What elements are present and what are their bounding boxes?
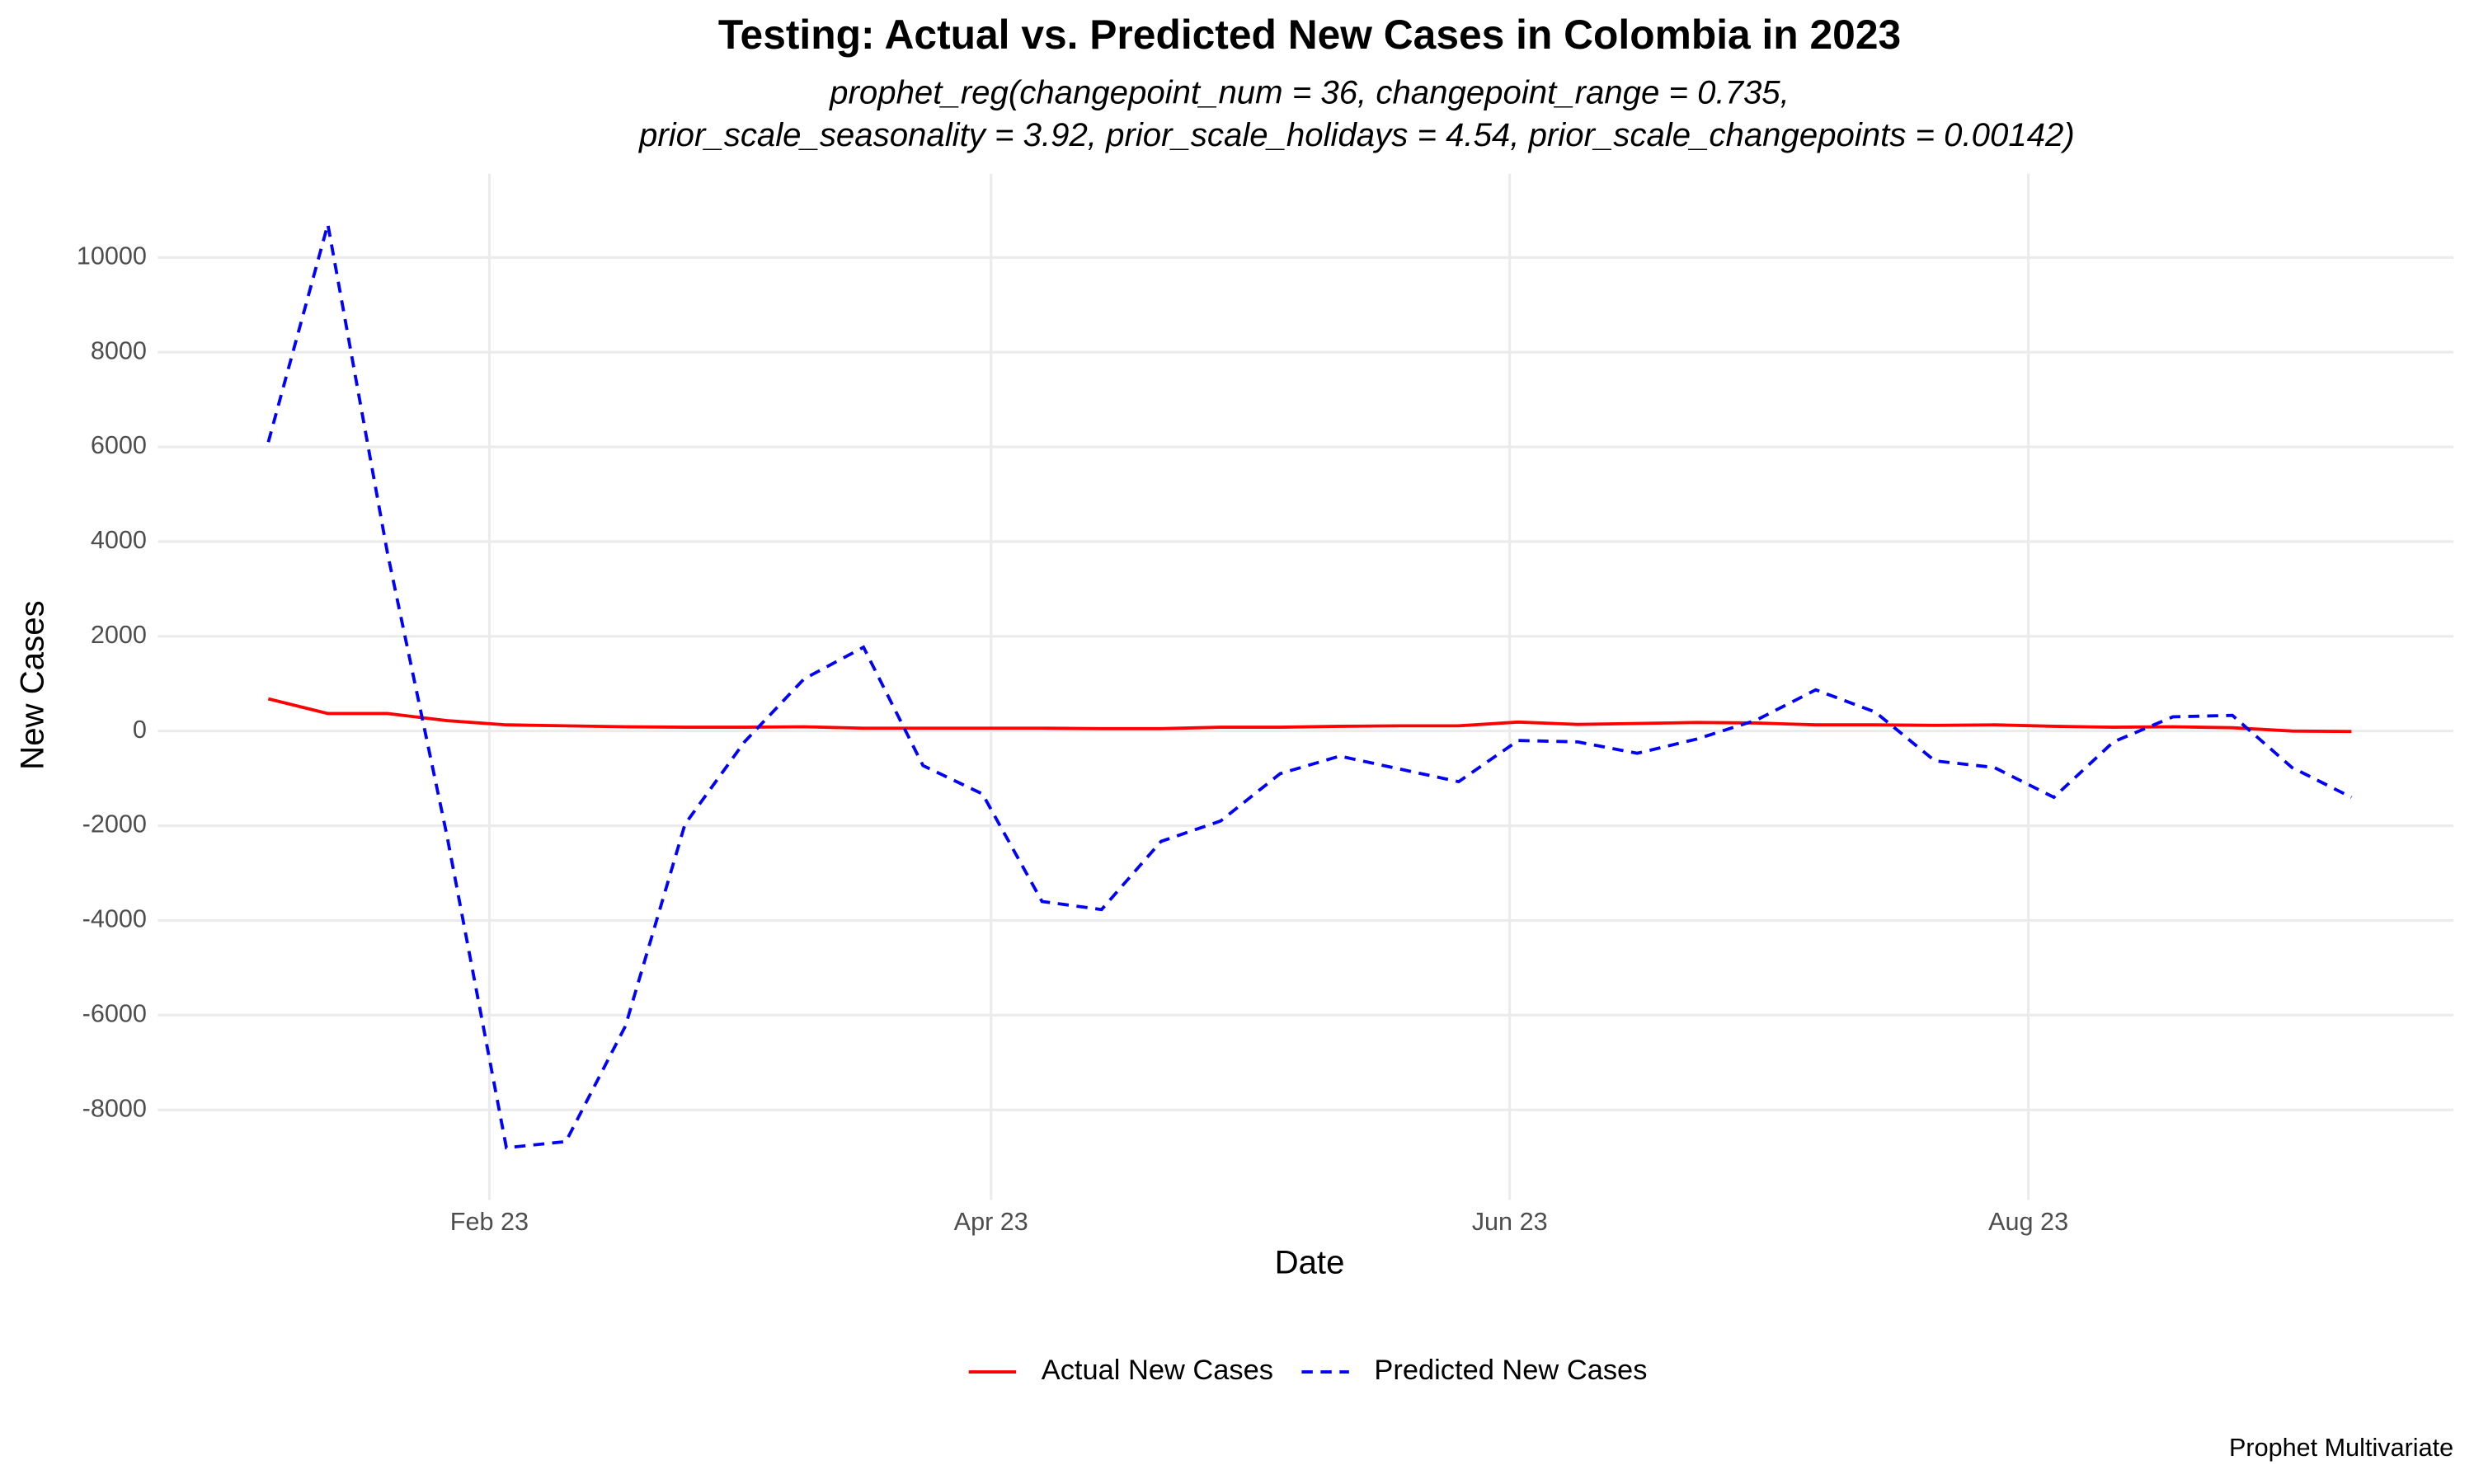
x-axis-label: Date	[1275, 1243, 1345, 1280]
x-tick-label: Jun 23	[1472, 1208, 1548, 1236]
y-tick-label: 8000	[91, 336, 147, 364]
chart-subtitle: prophet_reg(changepoint_num = 36, change…	[829, 73, 1790, 110]
caption: Prophet Multivariate	[2229, 1434, 2453, 1462]
x-tick-label: Feb 23	[450, 1208, 529, 1236]
y-tick-label: 6000	[91, 431, 147, 459]
y-tick-label: 4000	[91, 526, 147, 554]
chart-title: Testing: Actual vs. Predicted New Cases …	[718, 12, 1901, 58]
y-tick-label: 10000	[77, 242, 147, 270]
legend-label: Actual New Cases	[1042, 1355, 1273, 1386]
y-tick-label: -6000	[82, 999, 147, 1027]
x-tick-label: Aug 23	[1988, 1208, 2068, 1236]
y-tick-label: 2000	[91, 621, 147, 649]
series-line	[266, 223, 2353, 1150]
chart-subtitle: prior_scale_seasonality = 3.92, prior_sc…	[638, 116, 2075, 153]
y-axis-label: New Cases	[14, 600, 51, 770]
y-tick-label: -2000	[82, 810, 147, 838]
x-tick-label: Apr 23	[954, 1208, 1028, 1236]
legend-label: Predicted New Cases	[1374, 1355, 1647, 1386]
y-tick-label: -4000	[82, 905, 147, 933]
series-line	[267, 697, 2352, 734]
y-tick-label: -8000	[82, 1094, 147, 1122]
y-tick-label: 0	[133, 716, 147, 744]
